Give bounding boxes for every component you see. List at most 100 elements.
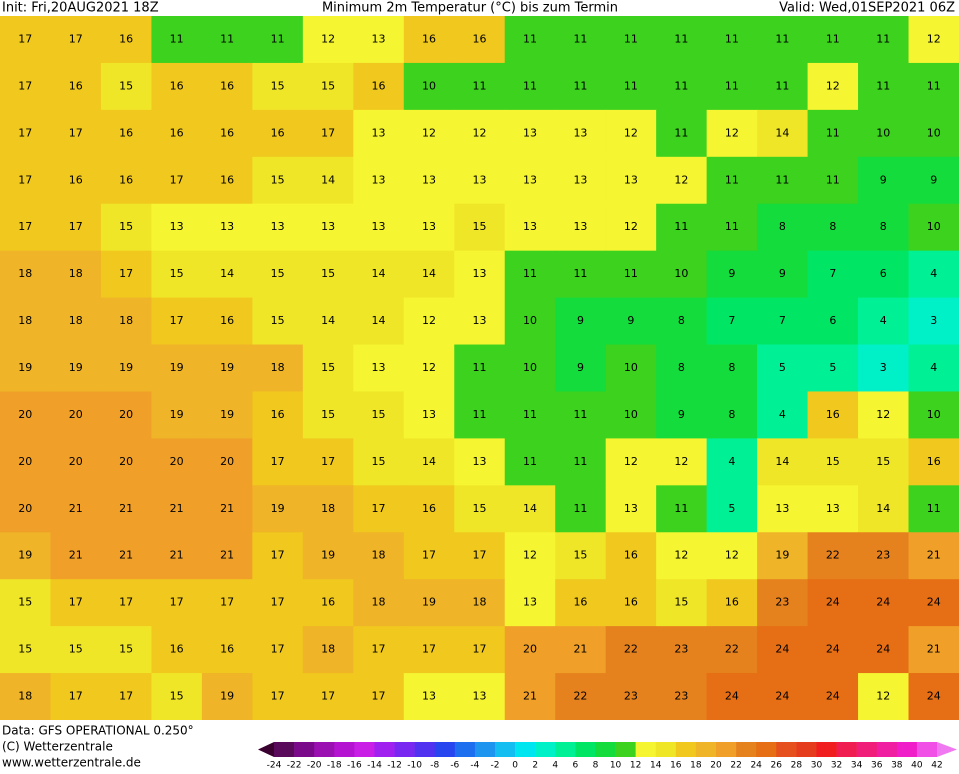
temperature-cell xyxy=(302,297,354,346)
temperature-value: 15 xyxy=(473,220,487,233)
temperature-cell xyxy=(656,203,708,252)
temperature-cell xyxy=(151,391,203,439)
temperature-value: 11 xyxy=(725,32,739,45)
temperature-value: 11 xyxy=(624,267,638,280)
temperature-value: 4 xyxy=(779,408,786,421)
temperature-cell xyxy=(757,579,809,627)
scale-box xyxy=(816,742,837,757)
scale-box xyxy=(635,742,657,757)
temperature-value: 20 xyxy=(69,408,83,421)
temperature-value: 17 xyxy=(422,643,436,656)
temperature-cell xyxy=(757,532,809,580)
temperature-value: 17 xyxy=(321,455,335,468)
temperature-cell xyxy=(706,344,758,392)
temperature-cell xyxy=(100,203,152,252)
temperature-cell xyxy=(252,579,304,627)
color-scale: -24 -22 -20 -18 -16 -14 -12 -10 -8 -6 -4 -2 0 2 4 6 8 10 1… xyxy=(258,742,957,771)
temperature-cell xyxy=(656,485,708,533)
temperature-cell xyxy=(353,16,405,64)
temperature-value: 10 xyxy=(674,267,688,280)
temperature-value: 17 xyxy=(69,32,83,45)
scale-label: 36 xyxy=(871,761,883,771)
scale-box xyxy=(796,742,817,757)
temperature-cell xyxy=(201,62,253,111)
temperature-cell xyxy=(555,532,607,580)
temperature-cell xyxy=(353,391,405,439)
temperature-value: 11 xyxy=(523,267,537,280)
temperature-cell xyxy=(353,62,405,111)
temperature-cell xyxy=(807,438,859,486)
temperature-cell xyxy=(807,485,859,533)
temperature-cell xyxy=(605,391,657,439)
temperature-cell xyxy=(353,344,405,392)
temperature-cell xyxy=(605,203,657,252)
temperature-cell xyxy=(252,344,304,392)
temperature-cell xyxy=(757,156,809,205)
temperature-value: 4 xyxy=(728,455,735,468)
temperature-value: 12 xyxy=(321,32,335,45)
temperature-value: 16 xyxy=(119,32,133,45)
temperature-cell xyxy=(706,579,758,627)
temperature-cell xyxy=(504,203,556,252)
temperature-cell xyxy=(252,485,304,533)
scale-box xyxy=(876,742,898,757)
temperature-cell xyxy=(605,579,657,627)
temperature-value: 5 xyxy=(779,361,786,374)
temperature-cell xyxy=(252,250,304,299)
init-label: Init: Fri,20AUG2021 18Z xyxy=(2,1,159,16)
temperature-cell xyxy=(403,626,455,674)
temperature-value: 15 xyxy=(321,361,335,374)
temperature-cell xyxy=(504,391,556,439)
temperature-cell xyxy=(50,626,102,674)
temperature-value: 17 xyxy=(170,173,184,186)
temperature-value: 9 xyxy=(880,173,887,186)
scale-label: -14 xyxy=(367,761,382,771)
temperature-value: 17 xyxy=(170,314,184,327)
temperature-value: 11 xyxy=(674,126,688,139)
temperature-value: 16 xyxy=(725,596,739,609)
temperature-value: 17 xyxy=(69,596,83,609)
temperature-value: 11 xyxy=(573,32,587,45)
temperature-cell xyxy=(201,579,253,627)
temperature-cell xyxy=(252,391,304,439)
temperature-cell xyxy=(100,485,152,533)
temperature-value: 15 xyxy=(170,267,184,280)
scale-label: 28 xyxy=(791,761,803,771)
temperature-value: 18 xyxy=(18,267,32,280)
temperature-value: 16 xyxy=(927,455,941,468)
temperature-cell xyxy=(858,62,910,111)
temperature-cell xyxy=(302,579,354,627)
temperature-value: 11 xyxy=(220,32,234,45)
temperature-value: 3 xyxy=(880,361,887,374)
temperature-value: 14 xyxy=(321,314,335,327)
temperature-cell xyxy=(454,579,506,627)
temperature-cell xyxy=(454,297,506,346)
temperature-value: 7 xyxy=(728,314,735,327)
temperature-cell xyxy=(403,485,455,533)
temperature-cell xyxy=(454,156,506,205)
temperature-cell xyxy=(151,626,203,674)
temperature-value: 13 xyxy=(372,220,386,233)
temperature-cell xyxy=(757,250,809,299)
scale-box xyxy=(294,742,315,757)
temperature-cell xyxy=(555,673,607,721)
temperature-value: 15 xyxy=(321,267,335,280)
temperature-cell xyxy=(50,673,102,721)
temperature-cell xyxy=(807,391,859,439)
temperature-cell xyxy=(757,673,809,721)
temperature-value: 5 xyxy=(829,361,836,374)
temperature-cell xyxy=(252,438,304,486)
temperature-cell xyxy=(302,391,354,439)
temperature-cell xyxy=(0,62,51,111)
temperature-value: 12 xyxy=(422,314,436,327)
temperature-cell xyxy=(201,203,253,252)
temperature-cell xyxy=(555,203,607,252)
temperature-cell xyxy=(706,438,758,486)
temperature-value: 16 xyxy=(69,79,83,92)
temperature-value: 17 xyxy=(18,220,32,233)
temperature-value: 16 xyxy=(573,596,587,609)
temperature-value: 17 xyxy=(271,596,285,609)
temperature-value: 13 xyxy=(372,126,386,139)
scale-box xyxy=(274,742,295,757)
temperature-cell xyxy=(908,438,959,486)
